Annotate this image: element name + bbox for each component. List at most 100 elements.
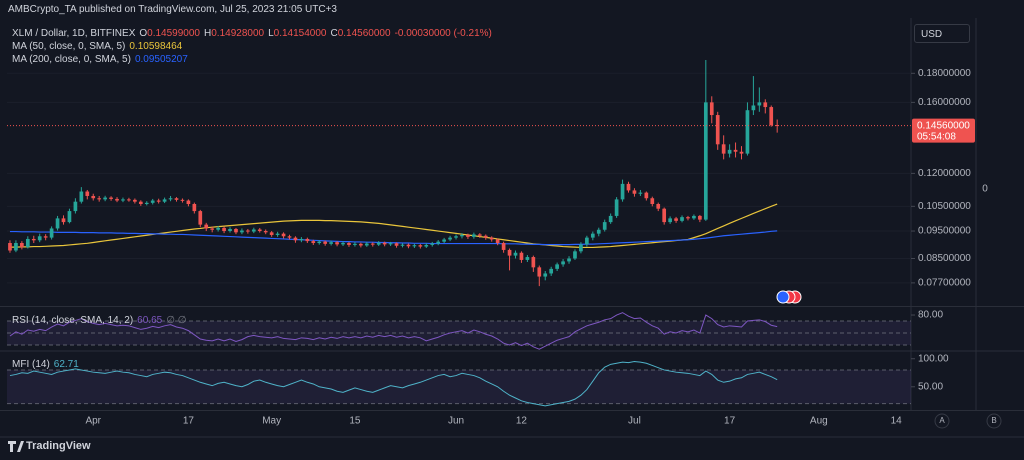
candle-body: [686, 217, 690, 219]
candle-body: [79, 191, 84, 202]
candle-body: [460, 234, 464, 237]
candle-body: [602, 222, 607, 230]
candle-body: [531, 257, 536, 268]
candle-body: [335, 242, 339, 245]
y-tick-label: 50.00: [918, 381, 943, 392]
candle-body: [727, 149, 732, 154]
y-tick-label: 0.10500000: [918, 201, 971, 212]
candle-body: [299, 238, 304, 241]
overlay-name: MA (50, close, 0, SMA, 5): [12, 41, 126, 52]
candle-body: [43, 236, 48, 238]
candle-body: [585, 237, 589, 245]
y-tick-label: 80.00: [918, 310, 943, 321]
candle-body: [91, 195, 96, 199]
legend: XLM / Dollar, 1D, BITFINEX O0.14599000 H0.…: [12, 27, 496, 66]
candle-body: [376, 242, 381, 245]
candle-body: [14, 243, 18, 251]
candle-body: [608, 215, 613, 223]
candle-body: [287, 236, 292, 238]
candle-body: [281, 233, 286, 237]
y-tick-label: 0.09500000: [918, 226, 971, 237]
last-price-label: 0.14560000: [917, 120, 970, 131]
candle-body: [549, 268, 554, 274]
candle-body: [246, 230, 250, 232]
candle-body: [501, 243, 506, 250]
candle-body: [353, 243, 357, 245]
candle-body: [721, 144, 726, 154]
candle-body: [448, 237, 452, 240]
candle-body: [775, 124, 780, 126]
scale-button[interactable]: [934, 413, 950, 429]
legend-row: MA (50, close, 0, SMA, 5) 0.10598464: [12, 40, 496, 53]
candle-body: [234, 228, 238, 233]
candle-body: [275, 233, 280, 235]
candle-body: [305, 238, 310, 242]
candle-body: [156, 200, 161, 202]
candle-body: [442, 239, 446, 242]
overlay-name: MA (200, close, 0, SMA, 5): [12, 54, 131, 65]
ohlc-letter: O: [139, 28, 148, 39]
candle-body: [329, 242, 333, 244]
candle-body: [573, 251, 577, 259]
x-tick-label: 17: [724, 416, 736, 427]
tradingview-logo: [8, 441, 24, 452]
ohlc-value: 0.14154000: [273, 28, 327, 39]
scale-button-label: A: [939, 416, 945, 425]
candle-body: [430, 243, 435, 245]
candle-body: [638, 192, 643, 194]
candle-body: [715, 115, 720, 145]
candle-body: [537, 267, 542, 277]
candle-body: [674, 218, 678, 221]
legend-row: RSI (14, close, SMA, 14, 2) 60.65 ∅ ∅: [12, 314, 190, 327]
candle-body: [97, 198, 102, 200]
candle-body: [216, 227, 220, 230]
x-tick-label: Aug: [810, 416, 828, 427]
candle-body: [186, 200, 191, 204]
y-tick-label: 0.12000000: [918, 168, 971, 179]
candle-body: [240, 230, 244, 233]
candle-body: [257, 229, 262, 232]
y-tick-label: 0.18000000: [918, 68, 971, 79]
candle-body: [436, 241, 441, 244]
moving-average-line: [9, 203, 778, 249]
legend-row: XLM / Dollar, 1D, BITFINEX O0.14599000 H0.…: [12, 27, 496, 40]
symbol-title: XLM / Dollar, 1D, BITFINEX: [12, 28, 136, 39]
candle-body: [424, 244, 429, 247]
candle-body: [739, 151, 744, 154]
candle-body: [341, 243, 345, 245]
candle-body: [115, 198, 119, 201]
candle-body: [323, 241, 328, 244]
candle-body: [49, 228, 54, 238]
candle-body: [317, 241, 322, 244]
candle-body: [61, 218, 66, 223]
candle-body: [103, 197, 107, 200]
legend: MFI (14) 62.71: [12, 358, 83, 371]
candle-body: [745, 110, 750, 154]
candle-body: [579, 244, 583, 252]
candle-body: [85, 191, 90, 196]
currency-button[interactable]: USD: [914, 24, 970, 43]
legend-row: MA (200, close, 0, SMA, 5) 0.09505207: [12, 53, 496, 66]
candle-body: [55, 218, 60, 229]
candle-body: [8, 243, 12, 251]
candle-body: [127, 199, 131, 201]
candle-body: [293, 237, 298, 241]
candle-body: [138, 201, 143, 204]
x-tick-label: 14: [891, 416, 903, 427]
indicator-line: [9, 312, 778, 350]
candle-body: [364, 243, 369, 246]
price-change: -0.00030000 (-0.21%): [394, 28, 492, 39]
indicator-value: 62.71: [53, 359, 79, 370]
candle-body: [495, 239, 500, 244]
candle-body: [400, 244, 405, 246]
candle-body: [204, 224, 209, 229]
candle-body: [656, 203, 661, 209]
candle-body: [412, 245, 417, 247]
x-tick-label: May: [262, 416, 281, 427]
candle-body: [763, 102, 768, 108]
scale-button[interactable]: [986, 413, 1002, 429]
candle-body: [698, 215, 702, 220]
last-price-box: [912, 118, 975, 143]
